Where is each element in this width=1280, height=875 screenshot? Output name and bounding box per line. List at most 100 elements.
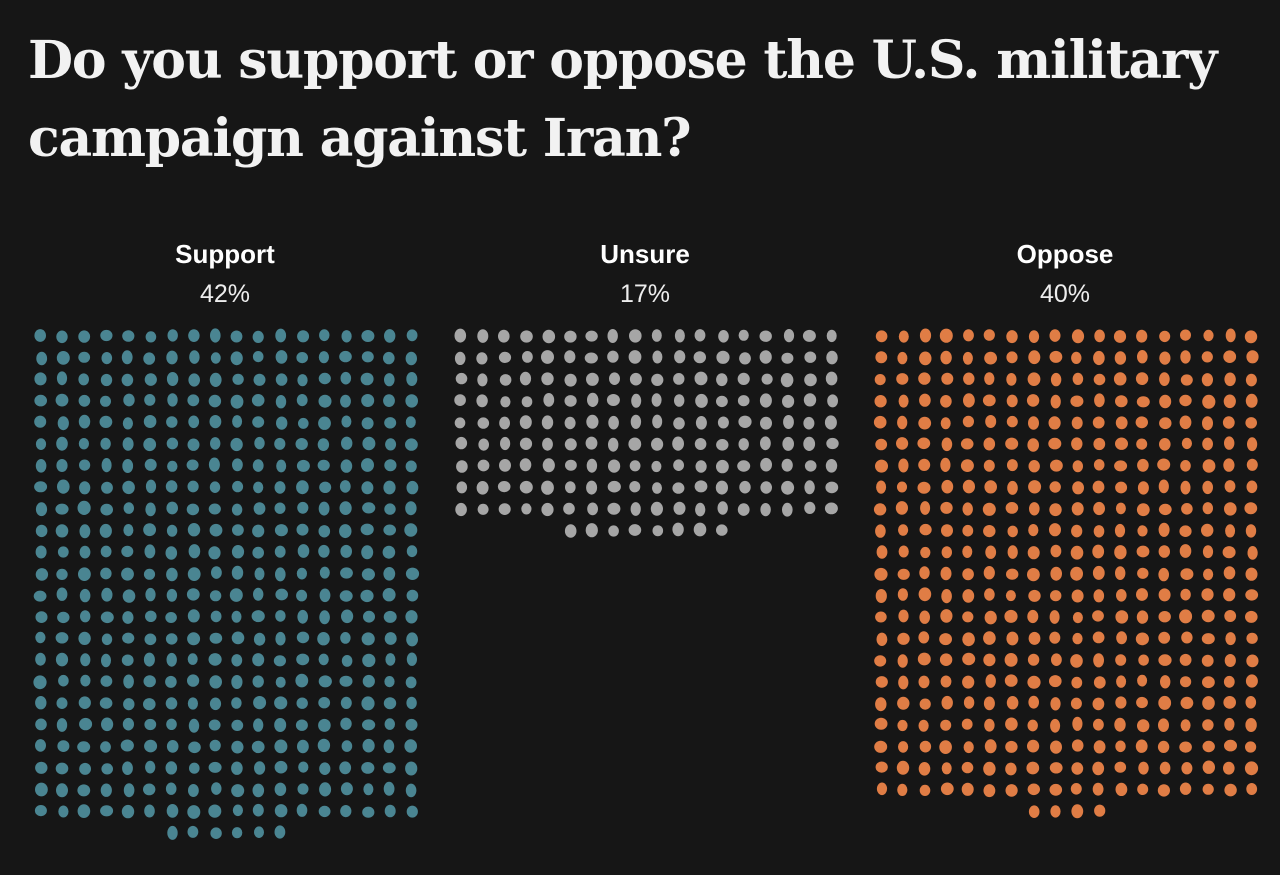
dot-support-71 <box>405 394 419 408</box>
dot-unsure-133 <box>607 480 621 493</box>
dot-unsure-85 <box>738 415 752 428</box>
dot-unsure-12 <box>718 330 729 343</box>
dot-oppose-172 <box>1093 525 1105 538</box>
dot-unsure-106 <box>803 436 816 451</box>
dot-support-415 <box>187 825 199 838</box>
dot-oppose-274 <box>962 652 976 666</box>
dot-support-353 <box>274 739 288 754</box>
dot-oppose-248 <box>1179 609 1193 624</box>
dot-support-128 <box>79 481 91 495</box>
dot-support-336 <box>295 719 308 731</box>
dot-oppose-350 <box>1050 740 1062 754</box>
dot-support-273 <box>101 653 111 668</box>
dot-oppose-152 <box>1049 503 1062 517</box>
dot-support-125 <box>405 460 417 473</box>
dot-oppose-231 <box>1201 588 1214 601</box>
dot-oppose-208 <box>1092 565 1105 580</box>
dot-unsure-61 <box>606 394 620 406</box>
dot-oppose-138 <box>1137 481 1149 495</box>
dot-support-120 <box>296 459 310 472</box>
dot-support-332 <box>208 719 221 731</box>
dot-support-45 <box>232 373 244 385</box>
dot-support-393 <box>363 783 374 796</box>
dot-unsure-39 <box>519 371 532 386</box>
dot-oppose-316 <box>1092 697 1105 711</box>
dot-support-79 <box>188 415 200 429</box>
dot-support-154 <box>253 502 266 515</box>
dot-oppose-322 <box>1223 696 1236 709</box>
dot-oppose-160 <box>1224 502 1237 516</box>
dot-oppose-396 <box>1028 805 1040 818</box>
dot-support-169 <box>187 523 201 537</box>
dot-oppose-108 <box>875 459 888 473</box>
dot-oppose-29 <box>1114 351 1127 365</box>
dot-oppose-347 <box>984 739 997 754</box>
dot-unsure-9 <box>651 329 662 342</box>
dot-oppose-389 <box>1115 782 1128 797</box>
dot-support-416 <box>210 827 222 839</box>
dot-oppose-226 <box>1093 589 1105 603</box>
dot-unsure-0 <box>454 328 467 343</box>
dot-oppose-167 <box>983 525 996 538</box>
value-label-unsure: 17% <box>619 280 671 308</box>
dot-support-364 <box>122 761 133 775</box>
dot-oppose-352 <box>1093 740 1106 754</box>
dot-unsure-114 <box>586 458 598 473</box>
dot-support-59 <box>144 394 156 406</box>
dot-oppose-133 <box>1028 480 1042 494</box>
dot-support-199 <box>56 568 68 580</box>
dot-support-39 <box>100 373 113 387</box>
dot-unsure-161 <box>824 502 838 515</box>
dot-support-370 <box>254 761 266 775</box>
dot-oppose-47 <box>1113 372 1127 386</box>
dot-support-129 <box>101 481 113 494</box>
dot-unsure-92 <box>500 436 511 451</box>
dot-oppose-37 <box>896 373 909 385</box>
dot-support-57 <box>100 395 111 407</box>
dot-oppose-304 <box>1223 675 1235 688</box>
dot-oppose-323 <box>1245 696 1257 709</box>
dot-support-417 <box>231 827 243 839</box>
dot-oppose-314 <box>1050 697 1061 711</box>
dot-support-213 <box>361 568 375 581</box>
dot-support-331 <box>188 718 200 733</box>
dot-oppose-194 <box>1179 544 1192 558</box>
dot-unsure-37 <box>477 373 488 387</box>
dot-oppose-223 <box>1028 589 1041 602</box>
dot-support-241 <box>187 609 200 623</box>
dot-oppose-170 <box>1049 523 1061 537</box>
dot-oppose-61 <box>1026 394 1040 407</box>
dot-support-283 <box>318 653 329 666</box>
dot-support-337 <box>318 718 331 732</box>
dot-unsure-11 <box>694 329 706 342</box>
dot-unsure-81 <box>652 414 663 429</box>
dot-unsure-64 <box>674 394 685 407</box>
dot-oppose-99 <box>1071 437 1083 451</box>
dot-oppose-124 <box>1223 458 1235 472</box>
dot-support-194 <box>340 544 353 558</box>
dot-support-352 <box>251 740 265 754</box>
dot-oppose-340 <box>1224 717 1235 731</box>
dot-support-74 <box>78 414 91 429</box>
dot-oppose-100 <box>1093 437 1106 451</box>
dot-support-100 <box>254 436 265 450</box>
dot-support-63 <box>230 394 244 409</box>
dot-oppose-15 <box>1203 329 1214 342</box>
dot-support-208 <box>254 567 265 581</box>
dot-oppose-321 <box>1202 696 1215 710</box>
dot-support-250 <box>383 610 397 623</box>
dot-oppose-310 <box>963 696 975 709</box>
dot-oppose-289 <box>898 675 909 690</box>
dot-oppose-21 <box>940 350 952 365</box>
dot-support-47 <box>275 373 288 386</box>
dot-support-36 <box>34 372 47 386</box>
dot-support-20 <box>78 351 91 363</box>
dot-oppose-24 <box>1006 351 1018 364</box>
dot-oppose-182 <box>920 546 931 559</box>
dot-oppose-237 <box>940 609 953 623</box>
dot-oppose-44 <box>1050 372 1062 387</box>
dot-oppose-31 <box>1159 351 1171 365</box>
dot-support-122 <box>340 459 353 473</box>
dot-oppose-117 <box>1072 460 1083 473</box>
dot-unsure-8 <box>629 329 642 343</box>
